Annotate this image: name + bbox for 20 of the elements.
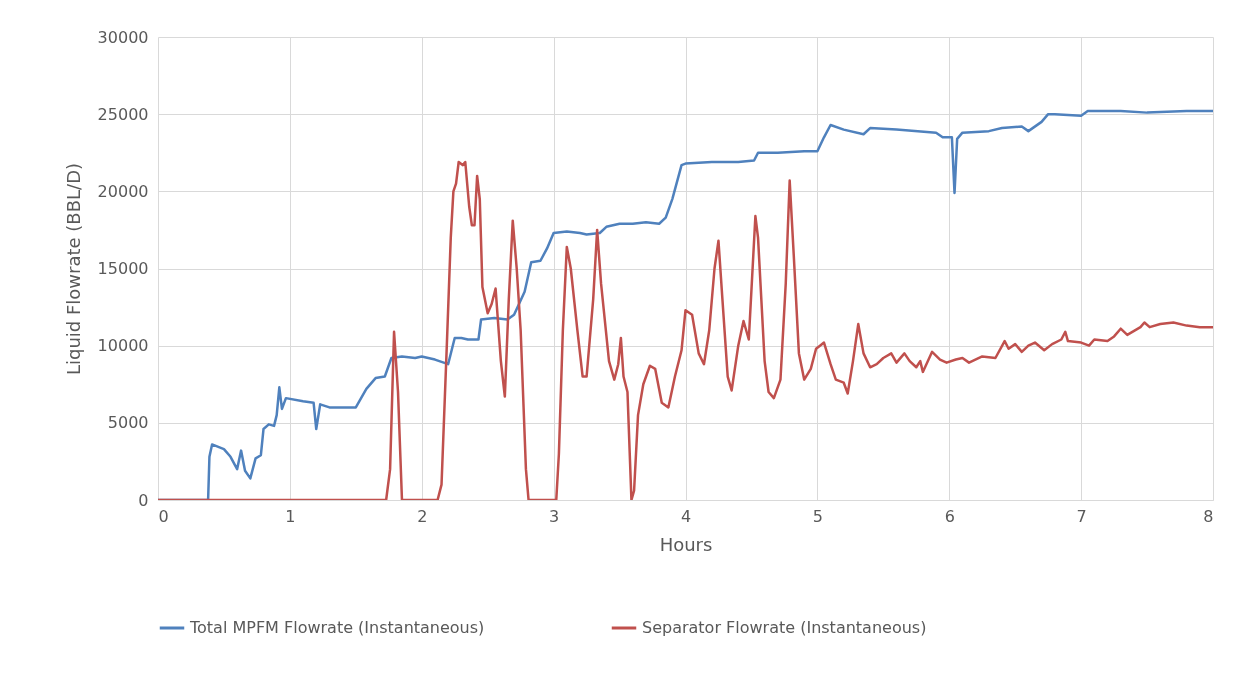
y-axis-title: Liquid Flowrate (BBL/D) [62, 162, 84, 376]
legend-label: Total MPFM Flowrate (Instantaneous) [189, 618, 485, 637]
x-tick-label: 7 [1076, 506, 1087, 526]
x-tick-label: 5 [812, 506, 823, 526]
y-tick-label: 0 [138, 490, 149, 510]
y-tick-label: 25000 [97, 104, 149, 124]
x-tick-label: 2 [417, 506, 428, 526]
x-tick-label: 0 [158, 506, 169, 526]
x-tick-label: 6 [944, 506, 955, 526]
x-tick-label: 8 [1203, 506, 1214, 526]
y-tick-label: 15000 [97, 259, 149, 278]
y-tick-label: 20000 [97, 181, 149, 201]
y-tick-label: 5000 [107, 413, 149, 433]
legend-label: Separator Flowrate (Instantaneous) [642, 618, 927, 637]
x-tick-label: 3 [549, 506, 560, 526]
x-axis-title: Hours [659, 533, 713, 555]
y-tick-label: 30000 [97, 27, 149, 47]
x-tick-label: 1 [285, 506, 296, 526]
x-tick-label: 4 [680, 506, 692, 526]
y-tick-label: 10000 [97, 336, 149, 356]
